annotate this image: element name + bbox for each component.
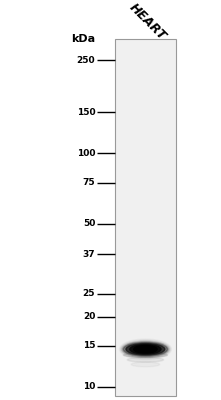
Ellipse shape bbox=[130, 344, 161, 354]
Ellipse shape bbox=[123, 342, 168, 356]
Ellipse shape bbox=[122, 342, 169, 357]
Text: kDa: kDa bbox=[71, 34, 95, 44]
Text: 15: 15 bbox=[83, 341, 95, 350]
Text: 100: 100 bbox=[77, 149, 95, 158]
Text: 150: 150 bbox=[77, 108, 95, 117]
Text: 50: 50 bbox=[83, 219, 95, 228]
Ellipse shape bbox=[126, 344, 165, 355]
Text: 250: 250 bbox=[77, 56, 95, 65]
Ellipse shape bbox=[127, 342, 164, 347]
Text: 25: 25 bbox=[83, 290, 95, 298]
Text: 37: 37 bbox=[83, 250, 95, 259]
Text: 20: 20 bbox=[83, 312, 95, 321]
Text: 75: 75 bbox=[83, 178, 95, 187]
Ellipse shape bbox=[121, 340, 170, 358]
Bar bbox=[115, 39, 176, 396]
Ellipse shape bbox=[119, 339, 171, 359]
Text: 10: 10 bbox=[83, 382, 95, 392]
Ellipse shape bbox=[134, 346, 157, 353]
Ellipse shape bbox=[127, 357, 164, 362]
Ellipse shape bbox=[123, 353, 168, 358]
Text: HEART: HEART bbox=[127, 0, 169, 42]
